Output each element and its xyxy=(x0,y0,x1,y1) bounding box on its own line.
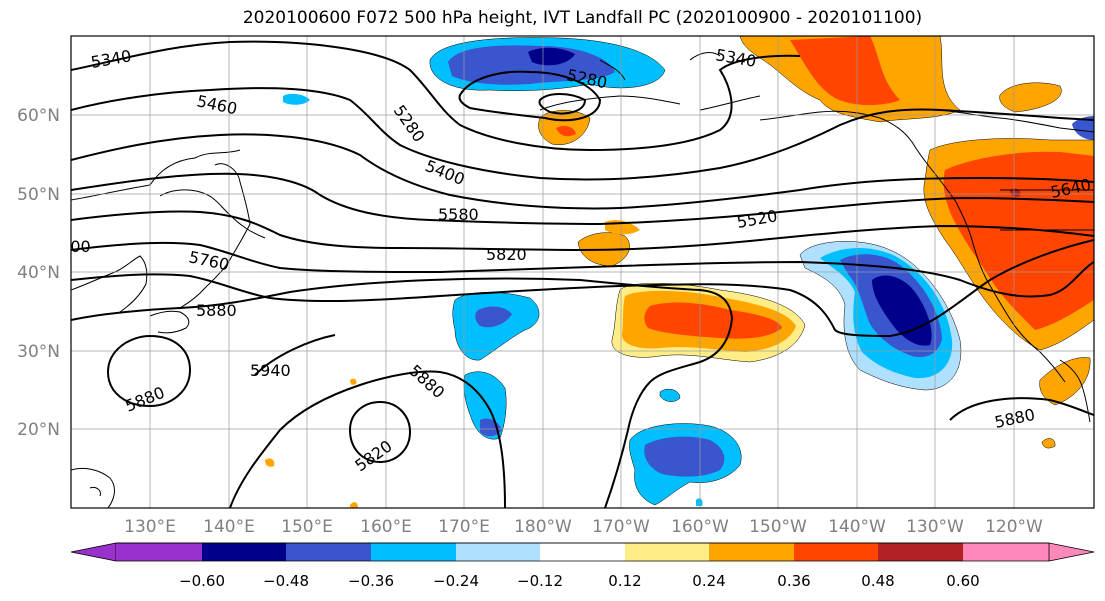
lon-label: 180°W xyxy=(514,517,572,537)
lon-label: 150°E xyxy=(281,517,333,537)
colorbar-tick: 0.24 xyxy=(692,572,725,590)
map-plot-area: 5340 5340 5460 5280 5280 5400 5580 5520 … xyxy=(50,36,1094,508)
colorbar-tick: 0.36 xyxy=(777,572,810,590)
lat-label: 20°N xyxy=(17,420,60,440)
negative-anomaly-max xyxy=(528,47,575,66)
contour-label: 5880 xyxy=(196,301,237,320)
height-contours xyxy=(71,40,1094,508)
lat-label: 50°N xyxy=(17,185,60,205)
colorbar-tick: 0.48 xyxy=(861,572,894,590)
lat-label: 40°N xyxy=(17,263,60,283)
colorbar-segment xyxy=(371,543,456,561)
colorbar-segment xyxy=(963,543,1049,561)
longitude-labels: 130°E 140°E 150°E 160°E 170°E 180°W 170°… xyxy=(124,517,1043,537)
positive-anomaly-core xyxy=(556,126,576,137)
contour-label: 5700 xyxy=(50,237,91,256)
negative-anomaly-area xyxy=(696,498,703,506)
colorbar-segment xyxy=(456,543,540,561)
positive-anomaly-area xyxy=(350,378,357,385)
colorbar-segment xyxy=(625,543,709,561)
colorbar-tick: 0.60 xyxy=(946,572,979,590)
positive-anomaly-area xyxy=(265,458,275,467)
positive-anomaly-core xyxy=(790,36,900,106)
lon-label: 130°E xyxy=(124,517,176,537)
lon-label: 140°W xyxy=(828,517,886,537)
colorbar-extend-low xyxy=(70,542,117,562)
negative-anomaly-area xyxy=(659,388,681,402)
negative-anomaly-core xyxy=(475,306,512,328)
positive-anomaly-core xyxy=(943,151,1094,330)
positive-anomaly-area xyxy=(999,82,1062,113)
colorbar-tick: 0.12 xyxy=(608,572,641,590)
lon-label: 160°E xyxy=(360,517,412,537)
colorbar-segment xyxy=(709,543,794,561)
colorbar-segment xyxy=(116,543,202,561)
ivt-shading xyxy=(265,36,1094,508)
negative-anomaly-area xyxy=(283,93,310,105)
positive-anomaly-area xyxy=(1041,438,1056,449)
colorbar-tick: −0.12 xyxy=(517,572,563,590)
colorbar-tick: −0.48 xyxy=(263,572,309,590)
lon-label: 170°E xyxy=(438,517,490,537)
colorbar-segment xyxy=(202,543,286,561)
map-frame xyxy=(70,35,1095,509)
lon-label: 140°E xyxy=(203,517,255,537)
colorbar-extend-high xyxy=(1048,542,1095,562)
lat-label: 60°N xyxy=(17,106,60,126)
negative-anomaly-area xyxy=(452,291,540,361)
colorbar-segment xyxy=(540,543,625,561)
lon-label: 130°W xyxy=(906,517,964,537)
map-title: 2020100600 F072 500 hPa height, IVT Land… xyxy=(242,8,923,28)
contour-label: 5940 xyxy=(250,361,291,380)
colorbar-segment xyxy=(286,543,371,561)
latitude-labels: 60°N 50°N 40°N 30°N 20°N xyxy=(17,106,60,440)
lon-label: 170°W xyxy=(592,517,650,537)
colorbar-segment xyxy=(794,543,878,561)
colorbar-tick: −0.36 xyxy=(348,572,394,590)
lat-label: 30°N xyxy=(17,342,60,362)
positive-anomaly-core xyxy=(644,302,782,339)
negative-anomaly-core xyxy=(644,436,725,477)
positive-anomaly-area xyxy=(350,502,358,508)
contour-label: 5580 xyxy=(438,205,479,224)
lon-label: 120°W xyxy=(985,517,1043,537)
contour-label: 5820 xyxy=(486,245,527,264)
negative-anomaly-area xyxy=(1072,116,1094,140)
colorbar-segment xyxy=(878,543,963,561)
colorbar: −0.60 −0.48 −0.36 −0.24 −0.12 0.12 0.24 … xyxy=(70,542,1095,590)
lon-label: 160°W xyxy=(671,517,729,537)
negative-anomaly-core xyxy=(480,418,502,437)
colorbar-tick: −0.60 xyxy=(179,572,225,590)
colorbar-ticks: −0.60 −0.48 −0.36 −0.24 −0.12 0.12 0.24 … xyxy=(179,572,980,590)
lon-label: 150°W xyxy=(749,517,807,537)
colorbar-tick: −0.24 xyxy=(433,572,479,590)
